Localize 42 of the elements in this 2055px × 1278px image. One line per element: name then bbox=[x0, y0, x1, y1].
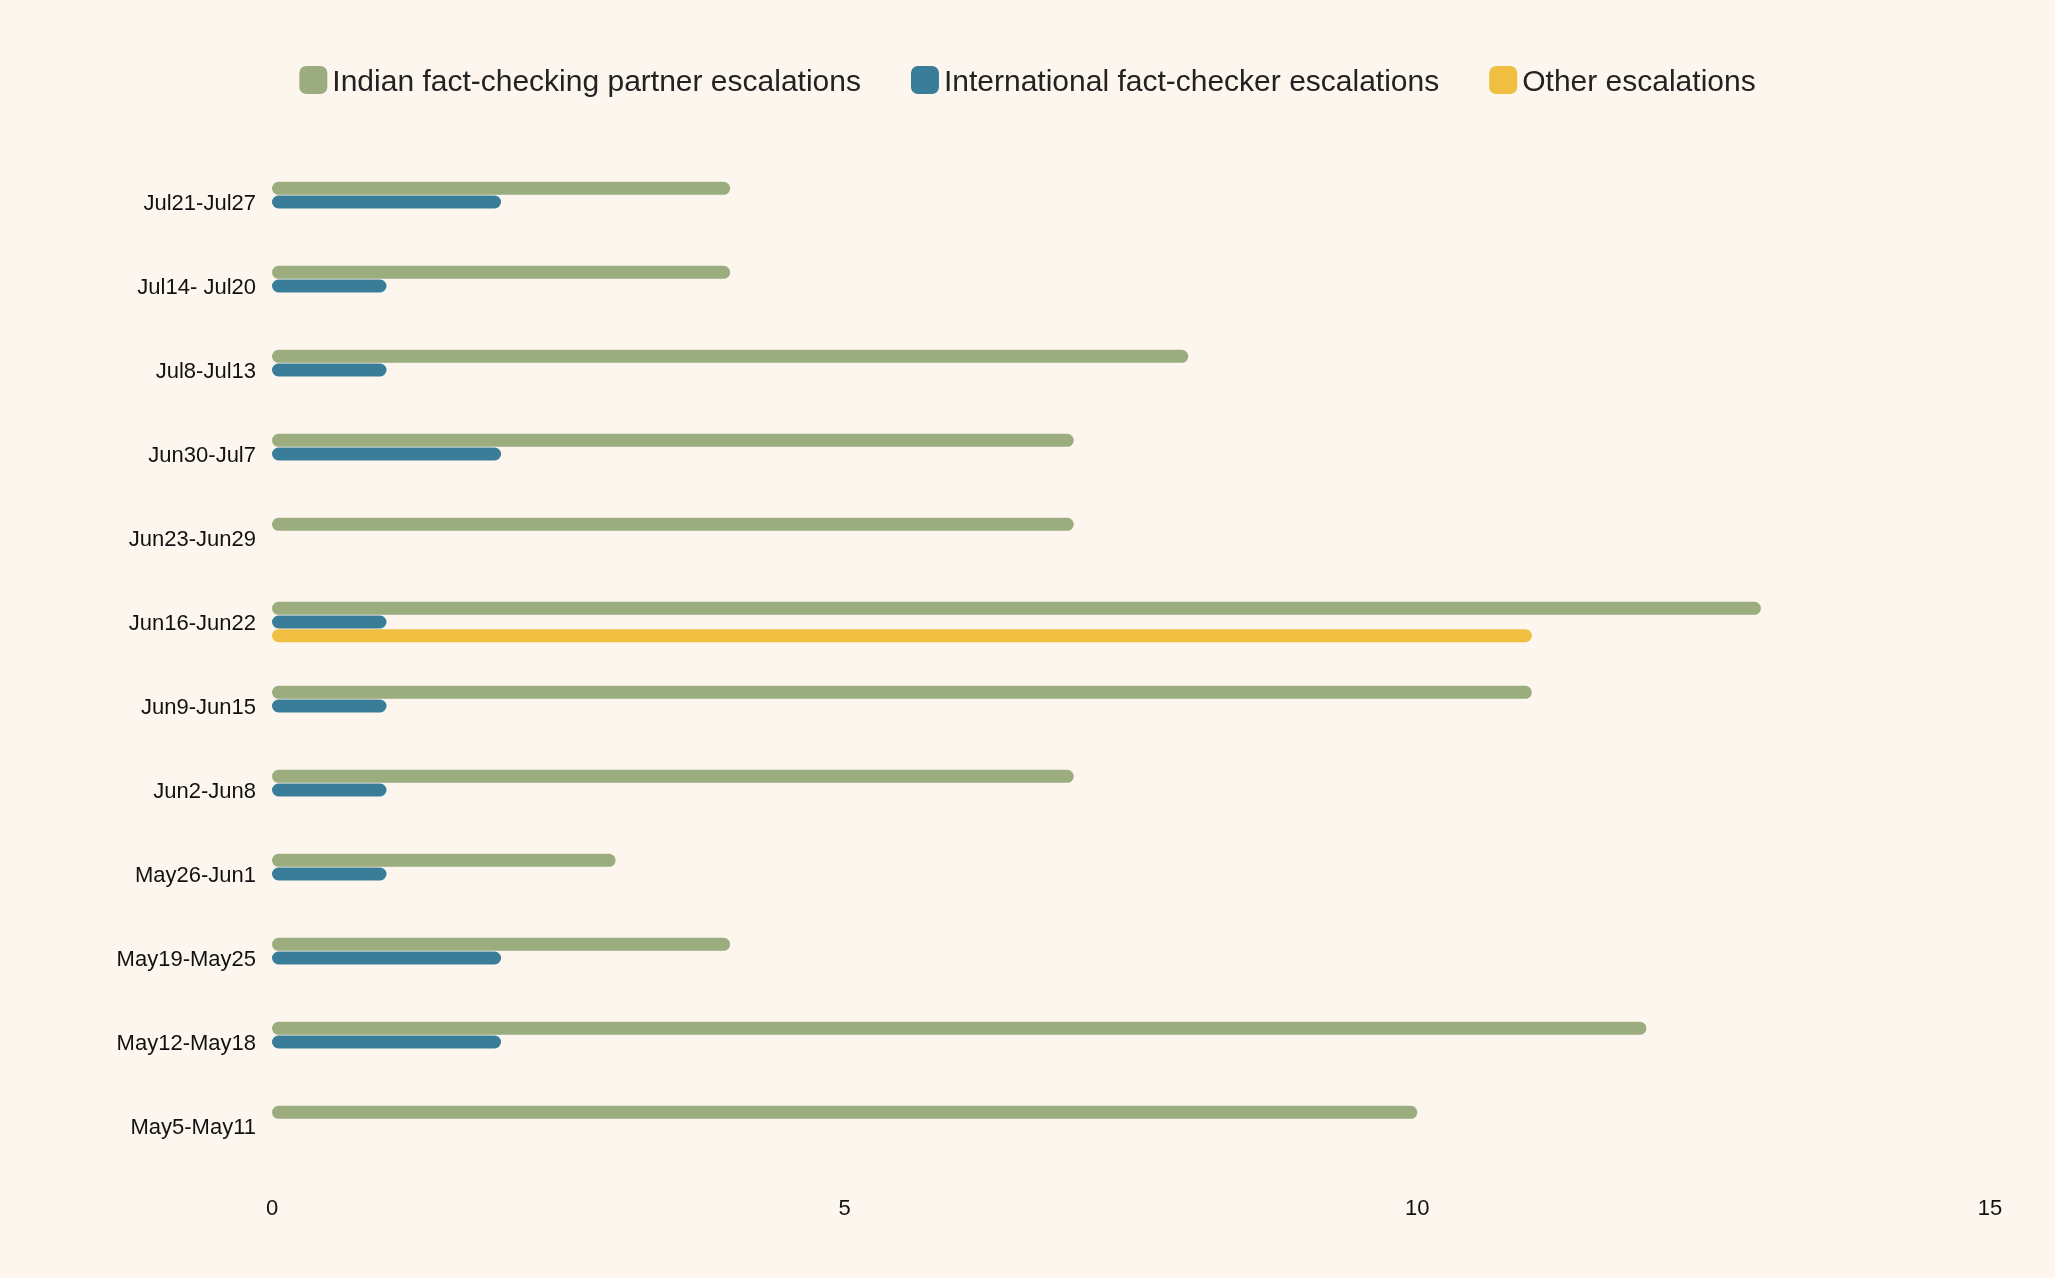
bar bbox=[272, 195, 502, 209]
legend-label: International fact-checker escalations bbox=[943, 63, 1440, 97]
bar bbox=[272, 1021, 1647, 1035]
y-tick-label: May19-May25 bbox=[116, 945, 256, 971]
bar bbox=[272, 265, 731, 279]
x-tick-label: 10 bbox=[1405, 1194, 1430, 1220]
y-tick-label: May5-May11 bbox=[130, 1113, 256, 1139]
y-tick-label: Jul8-Jul13 bbox=[155, 357, 256, 383]
bar bbox=[272, 769, 1074, 783]
x-tick-label: 0 bbox=[265, 1194, 279, 1220]
legend-label: Other escalations bbox=[1522, 63, 1756, 97]
y-tick-label: May12-May18 bbox=[116, 1029, 256, 1055]
bar bbox=[272, 601, 1761, 615]
bar bbox=[272, 517, 1074, 531]
bar bbox=[272, 1035, 502, 1049]
bar bbox=[272, 629, 1532, 643]
bar bbox=[272, 685, 1532, 699]
y-tick-label: Jul21-Jul27 bbox=[143, 189, 256, 215]
bar bbox=[272, 447, 502, 461]
bar bbox=[272, 279, 387, 293]
bar bbox=[272, 615, 387, 629]
y-tick-label: Jun23-Jun29 bbox=[128, 525, 256, 551]
bar bbox=[272, 181, 731, 195]
legend-label: Indian fact-checking partner escalations bbox=[332, 63, 861, 97]
x-tick-label: 15 bbox=[1977, 1194, 2003, 1220]
bar bbox=[272, 349, 1189, 363]
y-tick-label: May26-Jun1 bbox=[134, 861, 256, 887]
bar bbox=[272, 853, 616, 867]
y-tick-label: Jun30-Jul7 bbox=[148, 441, 256, 467]
y-tick-label: Jun2-Jun8 bbox=[153, 777, 256, 803]
x-tick-label: 5 bbox=[838, 1194, 851, 1220]
bar bbox=[272, 937, 731, 951]
y-tick-label: Jun9-Jun15 bbox=[141, 693, 256, 719]
bar bbox=[272, 433, 1074, 447]
bar bbox=[272, 699, 387, 713]
y-tick-label: Jul14- Jul20 bbox=[137, 273, 256, 299]
y-tick-label: Jun16-Jun22 bbox=[128, 609, 256, 635]
bar bbox=[272, 951, 502, 965]
bar bbox=[272, 783, 387, 797]
bar bbox=[272, 1105, 1418, 1119]
bar bbox=[272, 867, 387, 881]
bar bbox=[272, 363, 387, 377]
